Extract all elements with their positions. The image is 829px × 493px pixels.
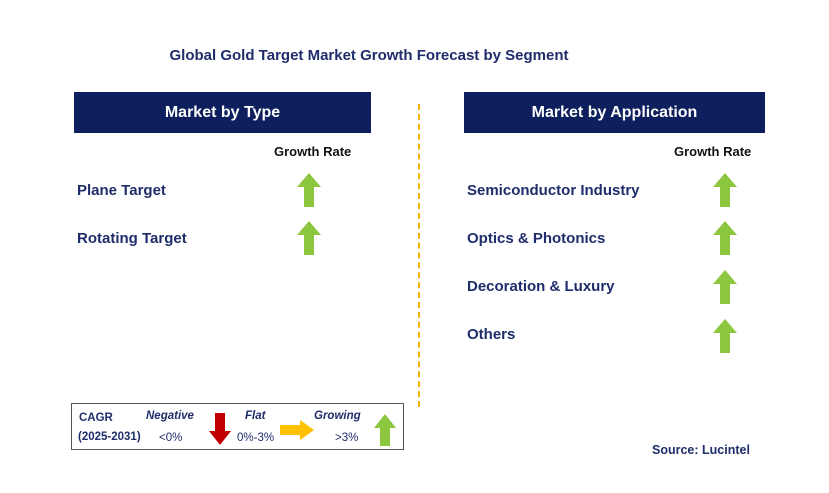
legend-growing-range: >3%	[335, 432, 359, 444]
up-arrow-icon	[713, 270, 737, 304]
up-arrow-icon	[374, 414, 396, 446]
row-label-rotating-target: Rotating Target	[77, 230, 187, 247]
right-arrow-icon	[280, 420, 314, 440]
up-arrow-icon	[297, 221, 321, 255]
page-title: Global Gold Target Market Growth Forecas…	[169, 47, 569, 64]
up-arrow-icon	[297, 173, 321, 207]
growth-rate-label-type: Growth Rate	[274, 144, 352, 159]
up-arrow-icon	[713, 221, 737, 255]
row-label-others: Others	[467, 326, 516, 343]
source-label: Source: Lucintel	[652, 443, 750, 457]
market-by-type-header: Market by Type	[74, 92, 371, 133]
legend-growing-label: Growing	[314, 410, 361, 422]
cagr-legend: CAGR (2025-2031) Negative <0% Flat 0%-3%…	[71, 403, 404, 450]
market-by-application-header: Market by Application	[464, 92, 765, 133]
row-label-plane-target: Plane Target	[77, 182, 166, 199]
panel-divider	[418, 104, 420, 407]
legend-flat-label: Flat	[245, 410, 266, 422]
legend-negative-range: <0%	[159, 432, 183, 444]
legend-flat-range: 0%-3%	[237, 432, 275, 444]
legend-negative-label: Negative	[146, 410, 194, 422]
row-label-optics-photonics: Optics & Photonics	[467, 230, 606, 247]
legend-period: (2025-2031)	[78, 431, 141, 443]
down-arrow-icon	[209, 413, 231, 445]
up-arrow-icon	[713, 319, 737, 353]
up-arrow-icon	[713, 173, 737, 207]
legend-cagr-label: CAGR	[79, 412, 113, 424]
growth-rate-label-application: Growth Rate	[674, 144, 752, 159]
row-label-semiconductor-industry: Semiconductor Industry	[467, 182, 640, 199]
row-label-decoration-luxury: Decoration & Luxury	[467, 278, 615, 295]
